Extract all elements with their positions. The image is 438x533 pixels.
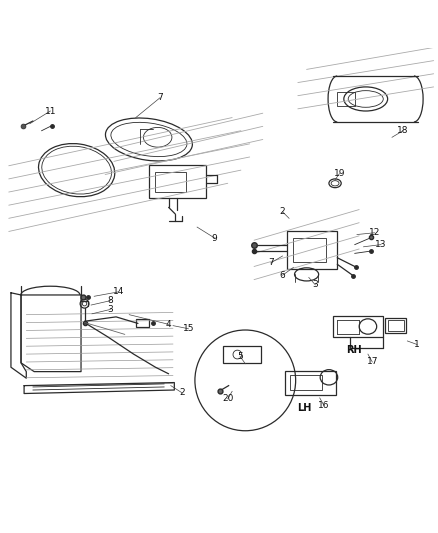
Text: 14: 14 bbox=[113, 287, 124, 296]
Text: 11: 11 bbox=[45, 107, 56, 116]
Text: 7: 7 bbox=[157, 93, 163, 102]
Bar bbox=[287, 231, 337, 269]
Bar bbox=[223, 346, 261, 363]
Text: 15: 15 bbox=[183, 324, 194, 333]
Text: 6: 6 bbox=[279, 271, 286, 280]
Text: 20: 20 bbox=[222, 394, 233, 403]
Bar bbox=[333, 316, 383, 337]
Bar bbox=[290, 375, 322, 391]
Bar bbox=[155, 172, 186, 192]
Text: 3: 3 bbox=[107, 305, 113, 314]
Text: 17: 17 bbox=[367, 358, 378, 367]
Text: 3: 3 bbox=[312, 280, 318, 289]
Text: 2: 2 bbox=[280, 207, 285, 216]
Bar bbox=[385, 318, 406, 333]
Text: 19: 19 bbox=[334, 169, 345, 178]
Text: 5: 5 bbox=[237, 352, 243, 361]
Text: 8: 8 bbox=[107, 296, 113, 305]
Text: 18: 18 bbox=[397, 126, 409, 135]
Text: 7: 7 bbox=[268, 259, 274, 268]
Text: RH: RH bbox=[346, 345, 362, 355]
Bar bbox=[337, 92, 355, 106]
Bar bbox=[388, 320, 404, 331]
Text: 4: 4 bbox=[166, 320, 171, 329]
Text: 2: 2 bbox=[179, 388, 184, 397]
Text: 1: 1 bbox=[414, 340, 420, 349]
Text: 12: 12 bbox=[369, 228, 380, 237]
Bar bbox=[149, 165, 206, 198]
Text: 13: 13 bbox=[375, 240, 387, 249]
Text: LH: LH bbox=[297, 402, 311, 413]
Bar bbox=[293, 238, 326, 262]
Text: 9: 9 bbox=[212, 233, 218, 243]
Bar bbox=[285, 371, 336, 395]
Bar bbox=[136, 319, 149, 327]
Text: 16: 16 bbox=[318, 401, 330, 410]
